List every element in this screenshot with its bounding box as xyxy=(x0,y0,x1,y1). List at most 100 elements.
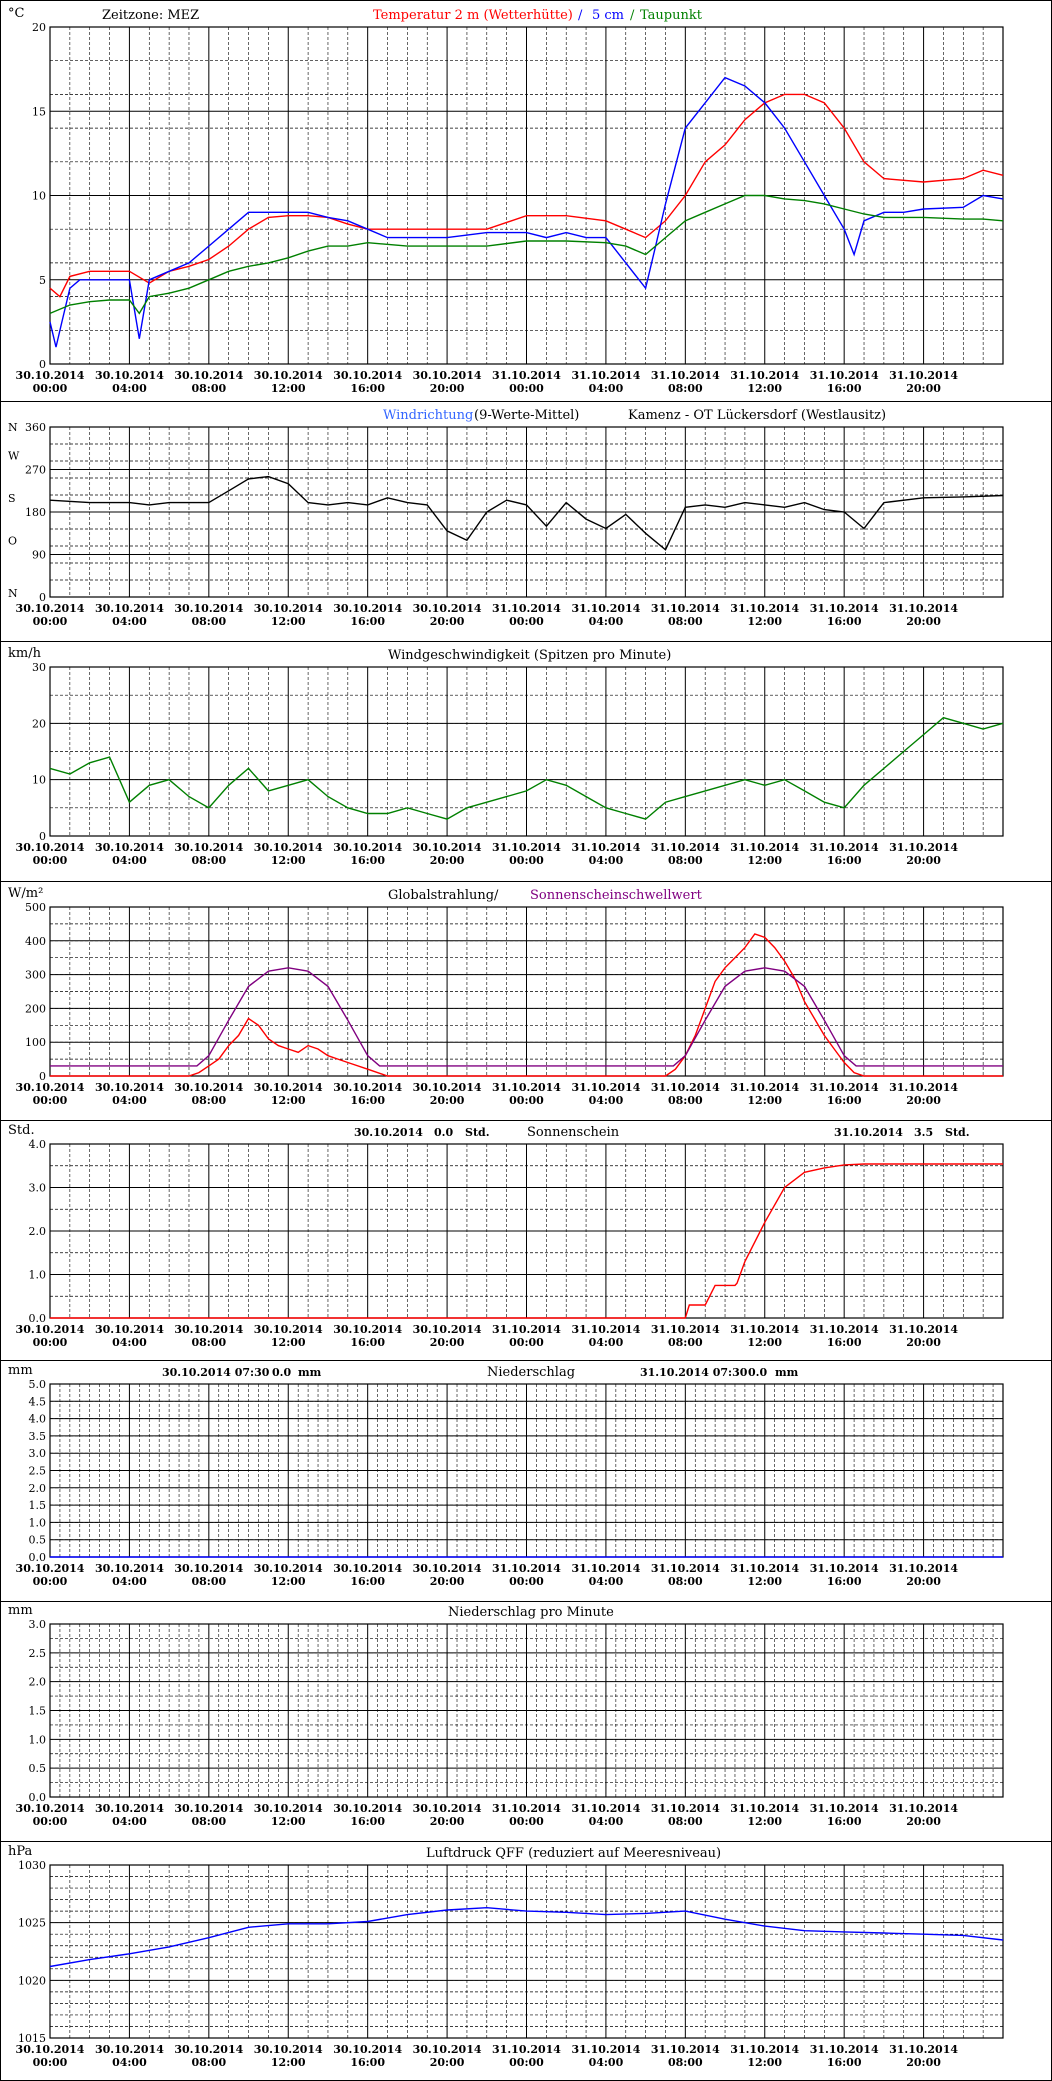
x-tick-time: 08:00 xyxy=(668,1815,703,1828)
annotation-unit: Std. xyxy=(945,1126,970,1139)
x-tick-date: 30.10.2014 xyxy=(413,602,482,615)
x-tick-date: 31.10.2014 xyxy=(571,602,640,615)
x-tick-date: 31.10.2014 xyxy=(492,369,561,382)
x-tick-time: 20:00 xyxy=(906,854,941,867)
x-tick-date: 31.10.2014 xyxy=(492,1562,561,1575)
x-tick-date: 31.10.2014 xyxy=(651,1081,720,1094)
y-tick-label: 1020 xyxy=(18,1974,46,1987)
y-tick-label: 90 xyxy=(32,549,46,562)
y-tick-label: 0 xyxy=(39,830,46,843)
x-tick-date: 30.10.2014 xyxy=(413,1323,482,1336)
title-part: Sonnenscheinschwellwert xyxy=(530,888,703,903)
x-tick-date: 31.10.2014 xyxy=(889,841,958,854)
x-tick-date: 31.10.2014 xyxy=(810,2043,879,2056)
x-tick-time: 08:00 xyxy=(668,1336,703,1349)
y-tick-label: 500 xyxy=(25,901,46,914)
title-part: (9-Werte-Mittel) xyxy=(474,408,579,423)
x-tick-time: 12:00 xyxy=(747,382,782,395)
x-tick-time: 12:00 xyxy=(271,1336,306,1349)
x-tick-time: 04:00 xyxy=(589,1815,624,1828)
x-tick-date: 30.10.2014 xyxy=(333,841,402,854)
x-tick-time: 08:00 xyxy=(191,615,226,628)
x-tick-time: 04:00 xyxy=(112,1575,147,1588)
series-line-temperature-1 xyxy=(49,76,1004,348)
annotation-value: 0.0 xyxy=(434,1126,453,1139)
x-tick-date: 31.10.2014 xyxy=(810,1562,879,1575)
x-tick-date: 30.10.2014 xyxy=(333,1562,402,1575)
y-tick-label: 1015 xyxy=(18,2032,46,2045)
x-tick-date: 31.10.2014 xyxy=(889,369,958,382)
x-tick-date: 30.10.2014 xyxy=(254,1081,323,1094)
x-tick-time: 04:00 xyxy=(112,615,147,628)
y-tick-label: 200 xyxy=(25,1002,46,1015)
x-tick-time: 00:00 xyxy=(509,1336,544,1349)
x-tick-time: 00:00 xyxy=(509,615,544,628)
x-tick-time: 04:00 xyxy=(112,854,147,867)
x-tick-time: 20:00 xyxy=(430,1336,465,1349)
x-tick-time: 16:00 xyxy=(350,2056,385,2069)
x-tick-date: 30.10.2014 xyxy=(413,1802,482,1815)
x-tick-time: 16:00 xyxy=(827,1336,862,1349)
x-tick-time: 16:00 xyxy=(350,1575,385,1588)
x-tick-date: 31.10.2014 xyxy=(571,1323,640,1336)
x-tick-time: 08:00 xyxy=(191,1575,226,1588)
x-tick-time: 08:00 xyxy=(668,854,703,867)
x-tick-time: 04:00 xyxy=(112,1336,147,1349)
compass-label: W xyxy=(8,450,20,463)
x-tick-time: 00:00 xyxy=(33,1094,68,1107)
x-tick-date: 30.10.2014 xyxy=(16,1802,85,1815)
x-tick-date: 30.10.2014 xyxy=(254,1562,323,1575)
x-tick-time: 00:00 xyxy=(509,1094,544,1107)
y-tick-label: 270 xyxy=(25,464,46,477)
x-tick-date: 31.10.2014 xyxy=(571,1562,640,1575)
x-tick-date: 30.10.2014 xyxy=(16,1323,85,1336)
unit-label: hPa xyxy=(8,1844,33,1859)
x-tick-date: 30.10.2014 xyxy=(174,2043,243,2056)
y-tick-label: 5 xyxy=(39,274,46,287)
x-tick-date: 30.10.2014 xyxy=(16,1562,85,1575)
x-tick-time: 08:00 xyxy=(191,854,226,867)
x-tick-date: 31.10.2014 xyxy=(571,369,640,382)
x-tick-time: 04:00 xyxy=(589,1094,624,1107)
compass-label: S xyxy=(8,492,16,505)
series-line-wind_direction-0 xyxy=(49,475,1004,551)
x-tick-time: 04:00 xyxy=(589,2056,624,2069)
x-tick-date: 30.10.2014 xyxy=(16,602,85,615)
annotation-date: 31.10.2014 xyxy=(834,1126,903,1139)
x-tick-date: 30.10.2014 xyxy=(413,369,482,382)
x-tick-time: 12:00 xyxy=(747,1815,782,1828)
x-tick-time: 16:00 xyxy=(350,854,385,867)
x-tick-time: 16:00 xyxy=(827,1575,862,1588)
x-tick-date: 31.10.2014 xyxy=(651,1562,720,1575)
x-tick-time: 16:00 xyxy=(350,1336,385,1349)
x-tick-time: 00:00 xyxy=(509,2056,544,2069)
annotation-unit: mm xyxy=(775,1366,799,1379)
annotation-value: 0.0 xyxy=(748,1366,767,1379)
x-tick-time: 12:00 xyxy=(747,2056,782,2069)
x-tick-date: 30.10.2014 xyxy=(16,1081,85,1094)
series-line-sunshine-0 xyxy=(50,1163,1003,1319)
y-tick-label: 20 xyxy=(32,21,46,34)
x-tick-date: 30.10.2014 xyxy=(95,1562,164,1575)
x-tick-date: 30.10.2014 xyxy=(333,1323,402,1336)
x-tick-time: 20:00 xyxy=(430,854,465,867)
x-tick-time: 08:00 xyxy=(668,1094,703,1107)
x-tick-date: 30.10.2014 xyxy=(333,1802,402,1815)
series-line-radiation-1 xyxy=(50,967,1003,1067)
y-tick-label: 400 xyxy=(25,935,46,948)
y-tick-label: 1.5 xyxy=(29,1499,47,1512)
y-tick-label: 3.0 xyxy=(29,1182,47,1195)
x-tick-time: 12:00 xyxy=(271,382,306,395)
x-tick-time: 08:00 xyxy=(668,382,703,395)
x-tick-time: 12:00 xyxy=(747,854,782,867)
x-tick-date: 31.10.2014 xyxy=(651,1323,720,1336)
x-tick-date: 30.10.2014 xyxy=(95,369,164,382)
x-tick-date: 31.10.2014 xyxy=(810,1323,879,1336)
panel-temperature: 0 5 10 15 20 °C Zeitzone: MEZ Temperatur 2 m (W… xyxy=(8,6,1004,395)
x-tick-time: 04:00 xyxy=(112,1815,147,1828)
y-tick-label: 20 xyxy=(32,717,46,730)
y-tick-label: 10 xyxy=(32,774,46,787)
title-part: / xyxy=(578,8,583,23)
